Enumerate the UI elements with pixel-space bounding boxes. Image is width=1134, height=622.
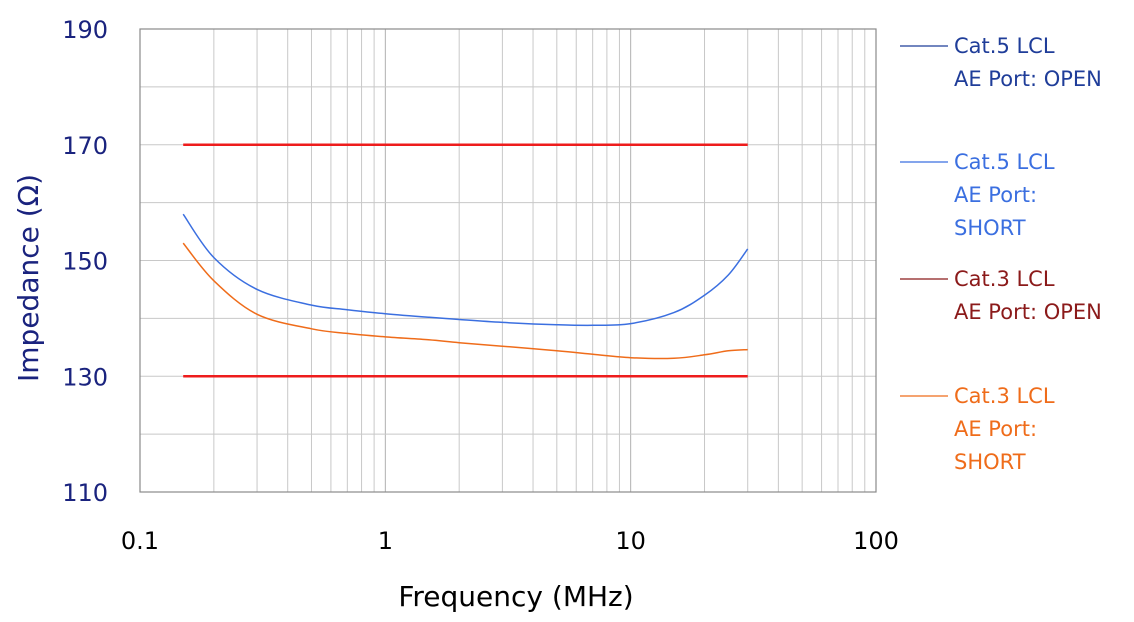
y-tick-label: 150	[62, 248, 108, 276]
series-lines	[182, 213, 749, 360]
y-tick-labels: 110 130 150 170 190	[62, 16, 108, 507]
grid	[139, 28, 877, 493]
x-tick-labels: 0.1 1 10 100	[121, 527, 899, 555]
legend-label: Cat.3 LCL	[954, 384, 1055, 408]
y-axis-title: Impedance (Ω)	[12, 174, 45, 382]
x-tick-label: 1	[378, 527, 393, 555]
x-tick-label: 0.1	[121, 527, 159, 555]
legend-label: SHORT	[954, 216, 1026, 240]
series-line-3	[182, 242, 748, 360]
limit-lines	[183, 143, 748, 378]
series-line-1	[182, 213, 749, 327]
y-tick-label: 190	[62, 16, 108, 44]
y-tick-label: 110	[62, 479, 108, 507]
legend-label: AE Port:	[954, 183, 1037, 207]
x-axis-title: Frequency (MHz)	[398, 580, 633, 613]
legend-label: Cat.3 LCL	[954, 267, 1055, 291]
legend-label: Cat.5 LCL	[954, 150, 1055, 174]
y-tick-label: 170	[62, 132, 108, 160]
legend-label: AE Port: OPEN	[954, 300, 1102, 324]
x-tick-label: 100	[853, 527, 899, 555]
plot-frame	[139, 28, 877, 493]
legend-label: AE Port: OPEN	[954, 67, 1102, 91]
legend-label: SHORT	[954, 450, 1026, 474]
x-tick-label: 10	[615, 527, 646, 555]
legend-label: Cat.5 LCL	[954, 34, 1055, 58]
legend: Cat.5 LCL AE Port: OPEN Cat.5 LCL AE Port: S…	[900, 34, 1102, 474]
y-tick-label: 130	[62, 363, 108, 391]
legend-label: AE Port:	[954, 417, 1037, 441]
